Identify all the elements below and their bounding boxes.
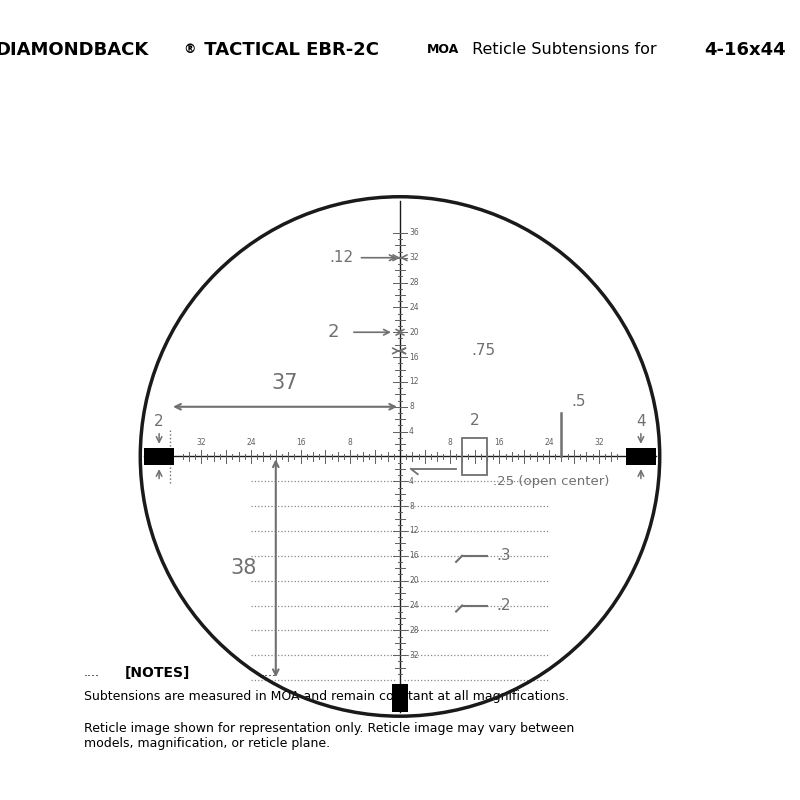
Text: 8: 8 [409, 502, 414, 510]
Text: .25 (open center): .25 (open center) [493, 475, 610, 488]
Text: TACTICAL EBR-2C: TACTICAL EBR-2C [198, 41, 386, 59]
Text: 20: 20 [409, 576, 418, 585]
Text: 32: 32 [409, 254, 418, 262]
Bar [144, 448, 174, 465]
Text: 32: 32 [409, 650, 418, 660]
Text: 37: 37 [272, 374, 298, 394]
Text: Subtensions are measured in MOA and remain constant at all magnifications.: Subtensions are measured in MOA and rema… [84, 690, 569, 703]
Bar [462, 438, 487, 475]
Text: 20: 20 [409, 328, 418, 337]
Text: 8: 8 [447, 438, 452, 446]
Text: Reticle image shown for representation only. Reticle image may vary between
mode: Reticle image shown for representation o… [84, 722, 574, 750]
Text: MOA: MOA [427, 43, 459, 57]
Bar [392, 684, 408, 713]
Text: 16: 16 [296, 438, 306, 446]
Text: 12: 12 [409, 378, 418, 386]
Text: ....: .... [261, 666, 277, 679]
Text: 4: 4 [409, 427, 414, 436]
Text: .12: .12 [330, 250, 354, 266]
Text: .3: .3 [496, 548, 510, 563]
Text: .2: .2 [496, 598, 510, 613]
Text: 24: 24 [246, 438, 256, 446]
Text: 16: 16 [409, 353, 418, 362]
Text: 4: 4 [409, 477, 414, 486]
Text: 16: 16 [494, 438, 504, 446]
Text: 28: 28 [409, 278, 418, 287]
Text: 2: 2 [470, 413, 479, 428]
Text: 12: 12 [409, 526, 418, 535]
Text: 24: 24 [409, 601, 418, 610]
Text: 4-16x44: 4-16x44 [705, 41, 786, 59]
Text: 38: 38 [230, 558, 257, 578]
Text: 4: 4 [636, 414, 646, 429]
Text: 16: 16 [409, 551, 418, 560]
Text: 2: 2 [328, 323, 339, 342]
Text: 8: 8 [348, 438, 353, 446]
Text: 32: 32 [594, 438, 603, 446]
Text: .75: .75 [471, 343, 496, 358]
Text: DIAMONDBACK: DIAMONDBACK [0, 41, 149, 59]
Text: ®: ® [183, 43, 195, 57]
Text: 2: 2 [154, 414, 164, 429]
Text: 32: 32 [197, 438, 206, 446]
Text: 28: 28 [409, 626, 418, 635]
Text: 8: 8 [409, 402, 414, 411]
Text: .5: .5 [571, 394, 586, 410]
Text: ....: .... [84, 666, 100, 679]
Text: 36: 36 [409, 228, 418, 238]
Text: 24: 24 [409, 303, 418, 312]
Text: [NOTES]: [NOTES] [126, 666, 190, 679]
Text: 24: 24 [544, 438, 554, 446]
Text: Reticle Subtensions for: Reticle Subtensions for [466, 42, 662, 58]
Bar [626, 448, 656, 465]
